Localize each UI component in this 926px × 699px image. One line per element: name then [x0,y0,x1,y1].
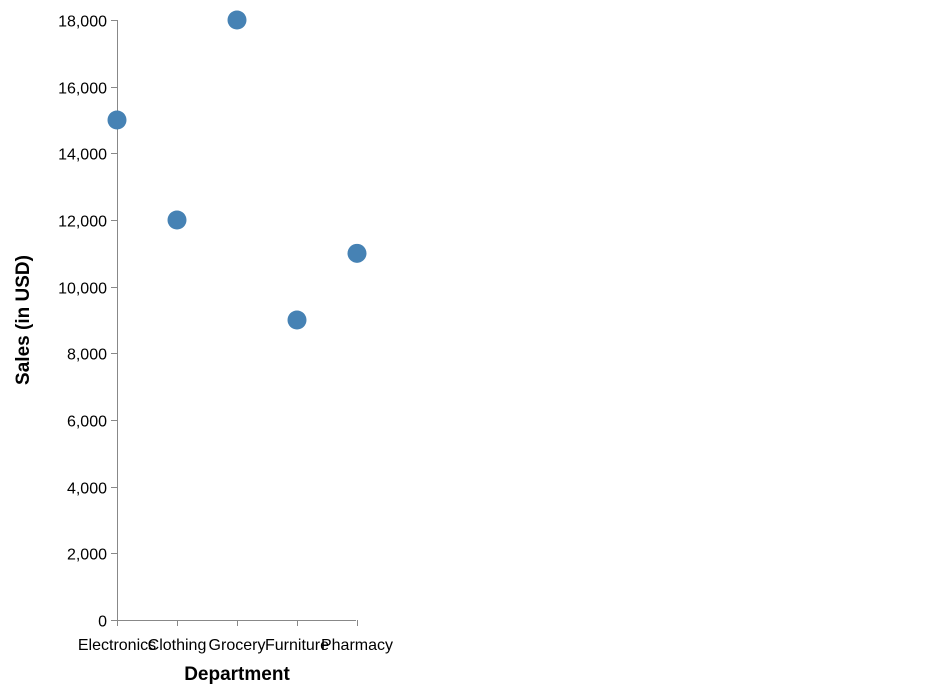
y-axis: 0 2,000 4,000 6,000 8,000 10,000 12,000 14,000 1… [58,14,118,631]
y-tick-label: 4,000 [67,481,107,498]
y-tick-label: 14,000 [58,147,107,164]
y-axis-title: Sales (in USD) [13,255,34,385]
data-points [107,10,367,330]
x-tick-label: Furniture [265,637,329,654]
y-ticks: 0 2,000 4,000 6,000 8,000 10,000 12,000 14,000 1… [58,14,117,631]
data-point [287,310,307,330]
y-tick-label: 10,000 [58,281,107,298]
data-point [227,10,247,30]
y-tick-label: 6,000 [67,414,107,431]
y-tick-label: 16,000 [58,81,107,98]
data-point [347,243,367,263]
y-tick-label: 2,000 [67,547,107,564]
x-axis-title: Department [184,664,290,685]
x-tick-label: Pharmacy [321,637,393,654]
y-tick-label: 0 [98,614,107,631]
y-tick-label: 8,000 [67,347,107,364]
y-tick-label: 12,000 [58,214,107,231]
data-point [107,110,127,130]
x-tick-label: Clothing [148,637,207,654]
x-tick-label: Grocery [209,637,266,654]
y-tick-label: 18,000 [58,14,107,31]
x-tick-label: Electronics [78,637,156,654]
data-point [167,210,187,230]
